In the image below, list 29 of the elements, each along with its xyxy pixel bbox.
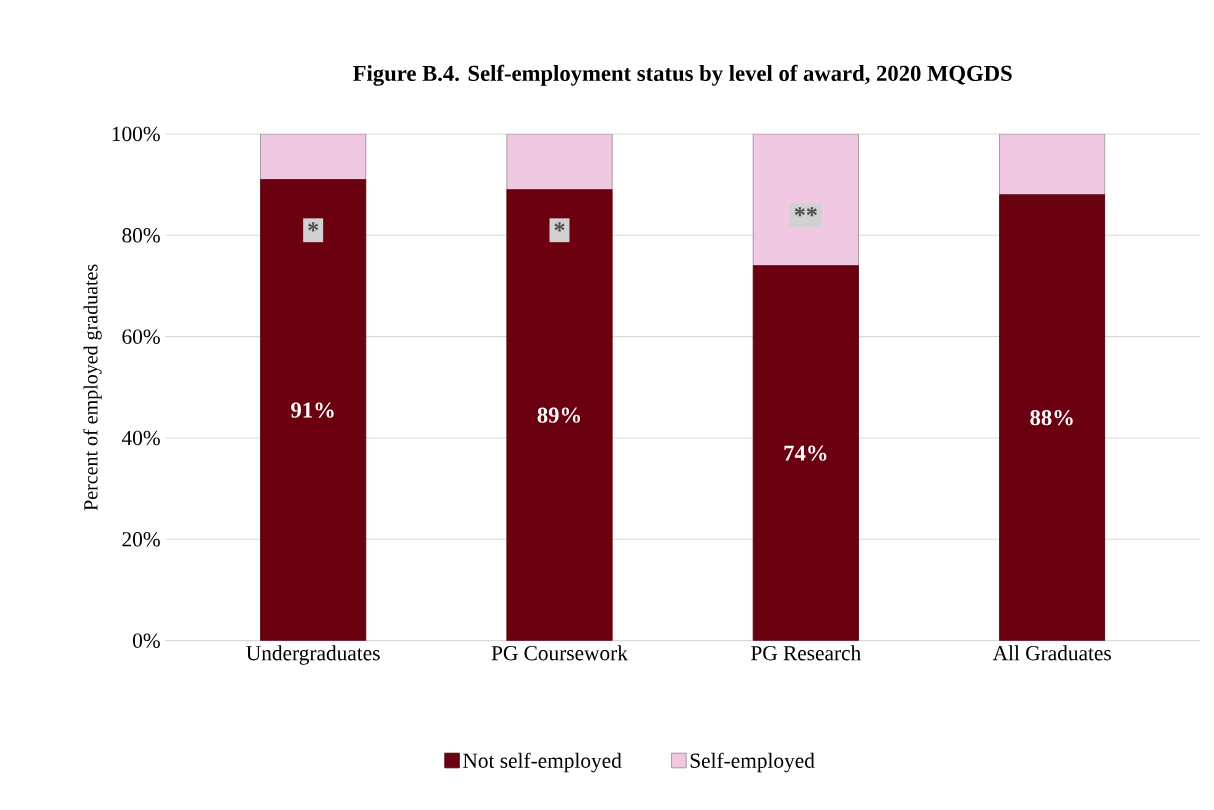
y-axis-title: Percent of employed graduates [83,264,102,511]
data-label: 89% [537,407,581,423]
annotation: ** [794,207,817,217]
y-tick-label: 20% [122,532,160,547]
legend-label: Not self-employed [463,752,622,773]
y-tick-label: 60% [122,329,160,344]
bar [260,179,367,641]
chart-title: Figure B.4. Self-employment status by level of award, 2020 MQGDS [353,64,1012,86]
bar [752,265,859,641]
x-tick-label: Undergraduates [246,645,380,665]
bar [506,189,613,641]
data-label: 88% [1030,410,1073,426]
data-label: 74% [784,445,827,461]
annotation: * [554,222,565,232]
y-tick-label: 80% [122,228,160,243]
x-tick-label: All Graduates [992,645,1111,661]
y-tick-label: 100% [112,126,160,142]
bar [506,133,613,191]
y-tick-label: 40% [121,430,160,446]
data-label: 91% [291,402,334,418]
x-tick-label: PG Coursework [491,645,628,661]
bar [260,133,367,180]
bar [999,194,1106,641]
x-tick-label: PG Research [751,645,861,661]
legend-label: Self-employed [690,752,815,773]
bar [999,133,1106,196]
bar [752,133,859,267]
annotation: * [308,222,319,232]
y-tick-label: 0% [133,633,160,648]
